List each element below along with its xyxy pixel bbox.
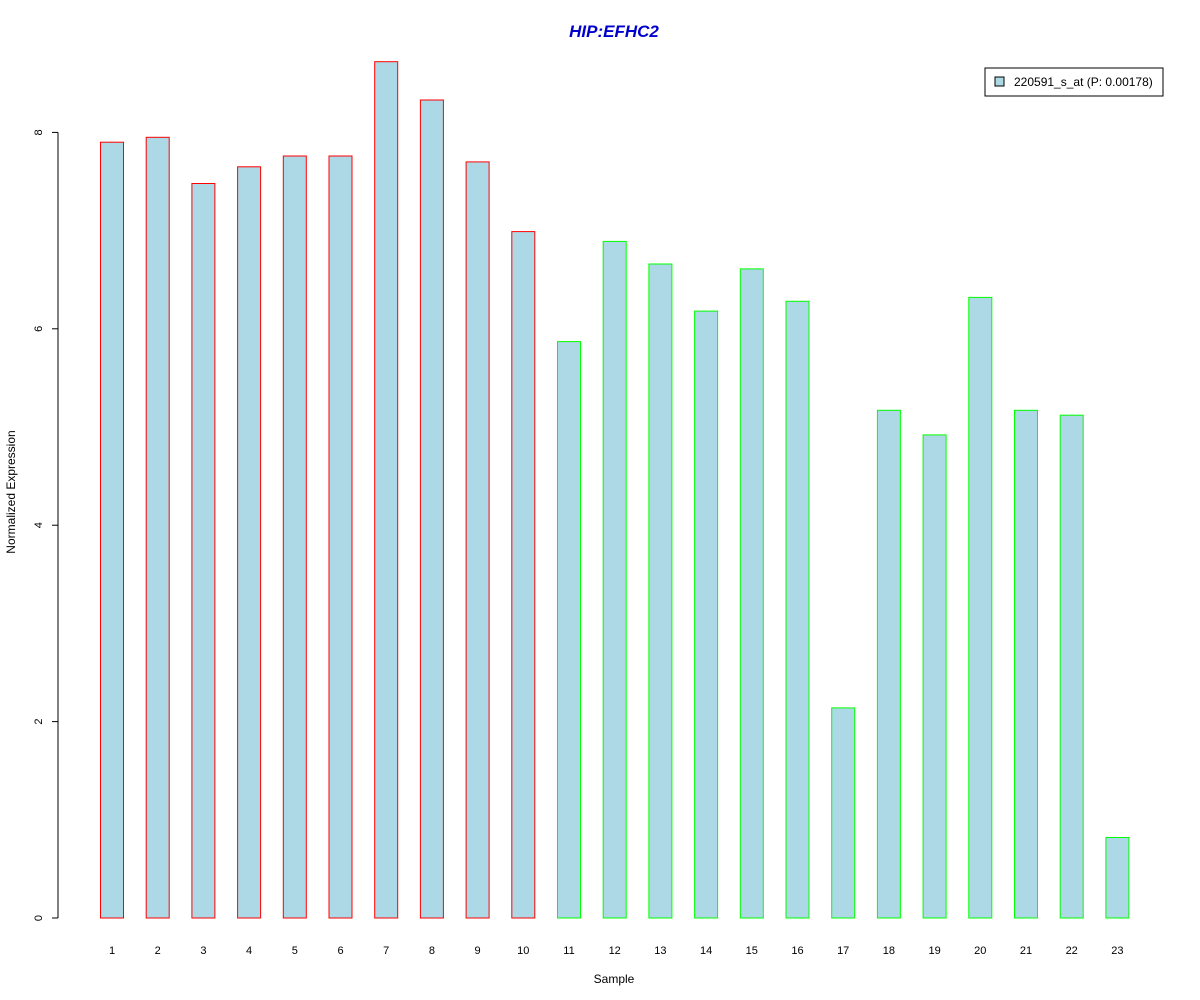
x-tick-label: 13 bbox=[654, 945, 666, 957]
x-tick-label: 11 bbox=[563, 945, 574, 957]
bar-sample-23 bbox=[1105, 837, 1130, 919]
bar-sample-2 bbox=[145, 136, 170, 919]
y-tick-label: 4 bbox=[33, 522, 45, 528]
y-tick-label: 6 bbox=[33, 326, 45, 332]
x-tick-label: 5 bbox=[292, 945, 298, 957]
x-tick-label: 9 bbox=[475, 945, 481, 957]
bar-sample-16 bbox=[785, 300, 810, 919]
x-tick-label: 4 bbox=[246, 945, 252, 957]
x-tick-label: 14 bbox=[700, 945, 712, 957]
x-tick-label: 16 bbox=[791, 945, 803, 957]
x-tick-label: 18 bbox=[883, 945, 895, 957]
x-axis-label: Sample bbox=[594, 972, 635, 986]
x-tick-label: 12 bbox=[609, 945, 621, 957]
x-tick-label: 2 bbox=[155, 945, 161, 957]
y-axis-label: Normalized Expression bbox=[4, 430, 18, 553]
x-tick-label: 7 bbox=[383, 945, 389, 957]
bar-sample-7 bbox=[374, 61, 399, 919]
bar-sample-12 bbox=[602, 240, 627, 919]
legend-entry-label: 220591_s_at (P: 0.00178) bbox=[1014, 75, 1153, 89]
bar-sample-14 bbox=[694, 310, 719, 919]
y-tick-label: 0 bbox=[33, 915, 45, 921]
legend-box bbox=[984, 67, 1164, 97]
x-tick-label: 1 bbox=[109, 945, 115, 957]
bar-sample-13 bbox=[648, 263, 673, 919]
bar-sample-21 bbox=[1014, 409, 1038, 919]
bar-sample-20 bbox=[968, 296, 993, 919]
x-tick-label: 17 bbox=[837, 945, 849, 957]
bar-sample-11 bbox=[557, 341, 581, 919]
x-tick-label: 20 bbox=[974, 945, 986, 957]
x-tick-label: 10 bbox=[517, 945, 529, 957]
y-tick-label: 8 bbox=[33, 129, 45, 135]
y-tick-label: 2 bbox=[33, 719, 45, 725]
bar-sample-18 bbox=[876, 409, 901, 919]
bar-sample-4 bbox=[237, 166, 262, 919]
bar-sample-8 bbox=[419, 99, 444, 919]
bar-sample-17 bbox=[831, 707, 856, 919]
y-axis: 0 2 4 6 8 bbox=[33, 129, 59, 921]
x-tick-label: 6 bbox=[337, 945, 343, 957]
x-tick-label: 3 bbox=[200, 945, 206, 957]
bar-sample-22 bbox=[1059, 414, 1084, 919]
x-tick-label: 22 bbox=[1066, 945, 1078, 957]
bar-sample-1 bbox=[100, 141, 124, 919]
x-tick-label: 8 bbox=[429, 945, 435, 957]
bars-group bbox=[100, 61, 1130, 919]
legend: 220591_s_at (P: 0.00178) bbox=[984, 67, 1164, 97]
bar-sample-5 bbox=[282, 155, 307, 919]
x-tick-label: 19 bbox=[928, 945, 940, 957]
bar-sample-19 bbox=[922, 434, 947, 919]
bar-sample-3 bbox=[191, 183, 216, 919]
x-tick-label: 23 bbox=[1111, 945, 1123, 957]
x-tick-labels: 1 2 3 4 5 6 7 8 9 10 11 12 13 14 15 16 17 18 19 20 21 22 23 bbox=[109, 945, 1124, 957]
chart-title: HIP:EFHC2 bbox=[569, 22, 659, 41]
x-tick-label: 21 bbox=[1020, 945, 1032, 957]
x-tick-label: 15 bbox=[746, 945, 758, 957]
bar-sample-9 bbox=[465, 161, 490, 919]
bar-sample-6 bbox=[328, 155, 353, 919]
bar-sample-15 bbox=[739, 268, 764, 919]
bar-sample-10 bbox=[511, 231, 536, 919]
legend-swatch bbox=[994, 76, 1005, 87]
